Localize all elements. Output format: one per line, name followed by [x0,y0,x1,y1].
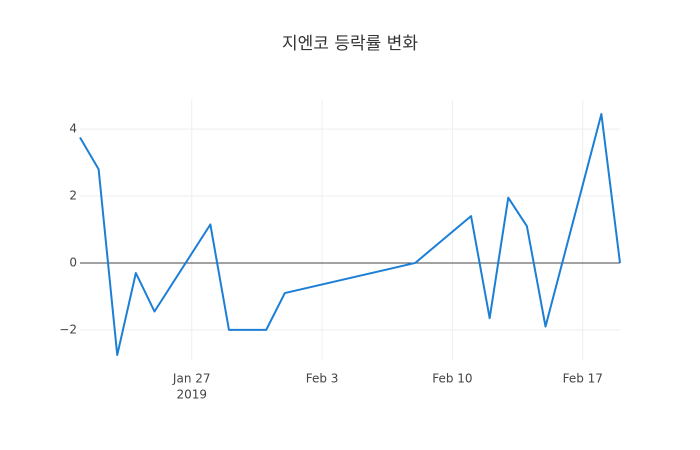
y-tick-label: 0 [69,255,77,269]
x-tick-label: Feb 17 [563,372,603,386]
x-tick-label: Feb 10 [432,372,472,386]
chart-title: 지엔코 등락률 변화 [282,34,418,54]
x-tick-year: 2019 [176,388,207,402]
y-tick-label: 4 [69,122,77,136]
x-tick-label: Jan 27 [172,372,211,386]
y-tick-label: 2 [69,189,77,203]
y-tick-label: −2 [59,322,77,336]
line-series [79,113,621,356]
x-tick-label: Feb 3 [306,372,339,386]
